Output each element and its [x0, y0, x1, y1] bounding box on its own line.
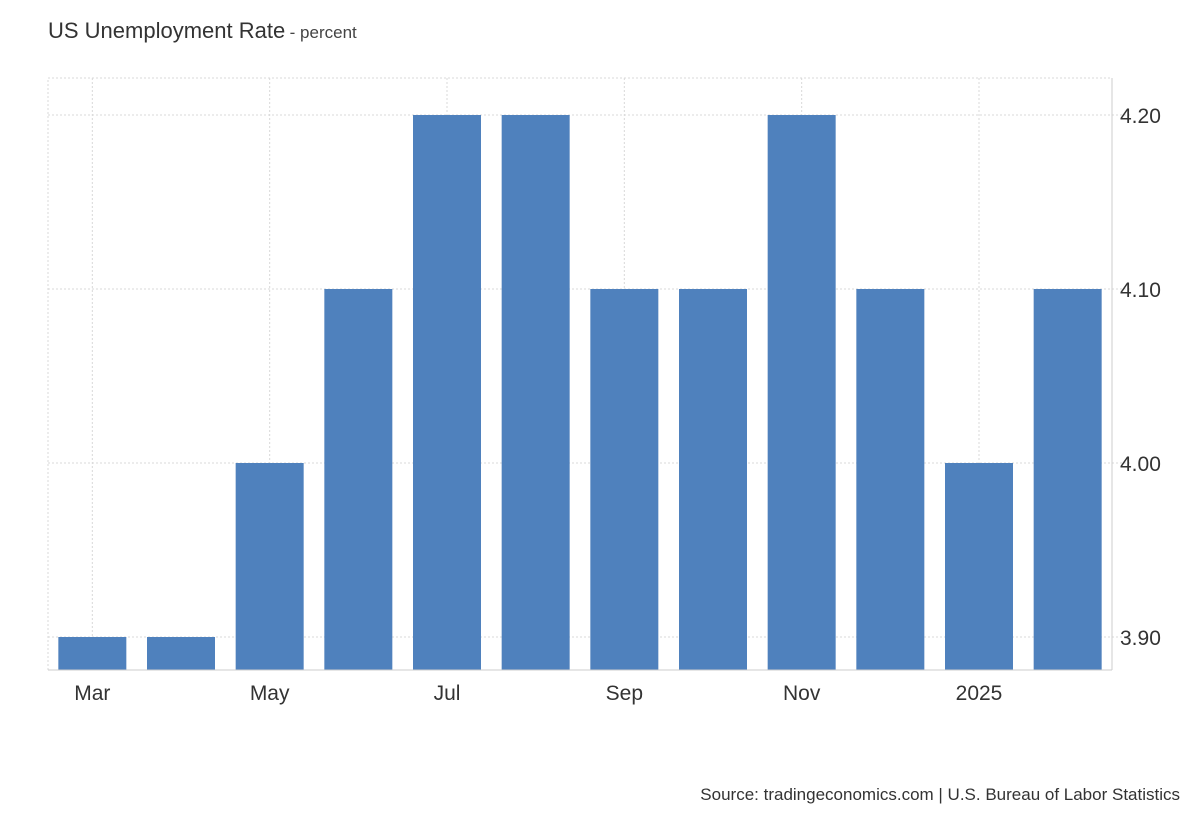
x-tick-label: Mar	[74, 682, 110, 705]
bar-sep	[590, 289, 659, 670]
y-tick-label: 4.00	[1120, 453, 1161, 476]
y-tick-label: 4.10	[1120, 279, 1161, 302]
chart-title-block: US Unemployment Rate - percent	[48, 18, 357, 44]
bar-nov	[767, 115, 836, 670]
chart-subtitle: - percent	[289, 23, 357, 42]
source-note: Source: tradingeconomics.com | U.S. Bure…	[700, 785, 1180, 804]
bar-may	[235, 463, 304, 670]
x-tick-label: Jul	[434, 682, 461, 705]
x-tick-label: Nov	[783, 682, 821, 705]
bar-aug	[501, 115, 570, 670]
bar-apr	[147, 637, 215, 670]
bar-dec	[856, 289, 925, 670]
bar-mar	[58, 637, 127, 670]
bar-oct	[679, 289, 747, 670]
bar-feb	[1033, 289, 1102, 670]
x-tick-label: May	[250, 682, 290, 705]
bar-jun	[324, 289, 393, 670]
x-tick-label: Sep	[606, 682, 643, 705]
bar-2025	[945, 463, 1013, 670]
y-tick-label: 3.90	[1120, 627, 1161, 650]
bar-jul	[413, 115, 481, 670]
x-tick-label: 2025	[956, 682, 1003, 705]
y-tick-label: 4.20	[1120, 105, 1161, 128]
chart-title: US Unemployment Rate	[48, 18, 286, 43]
